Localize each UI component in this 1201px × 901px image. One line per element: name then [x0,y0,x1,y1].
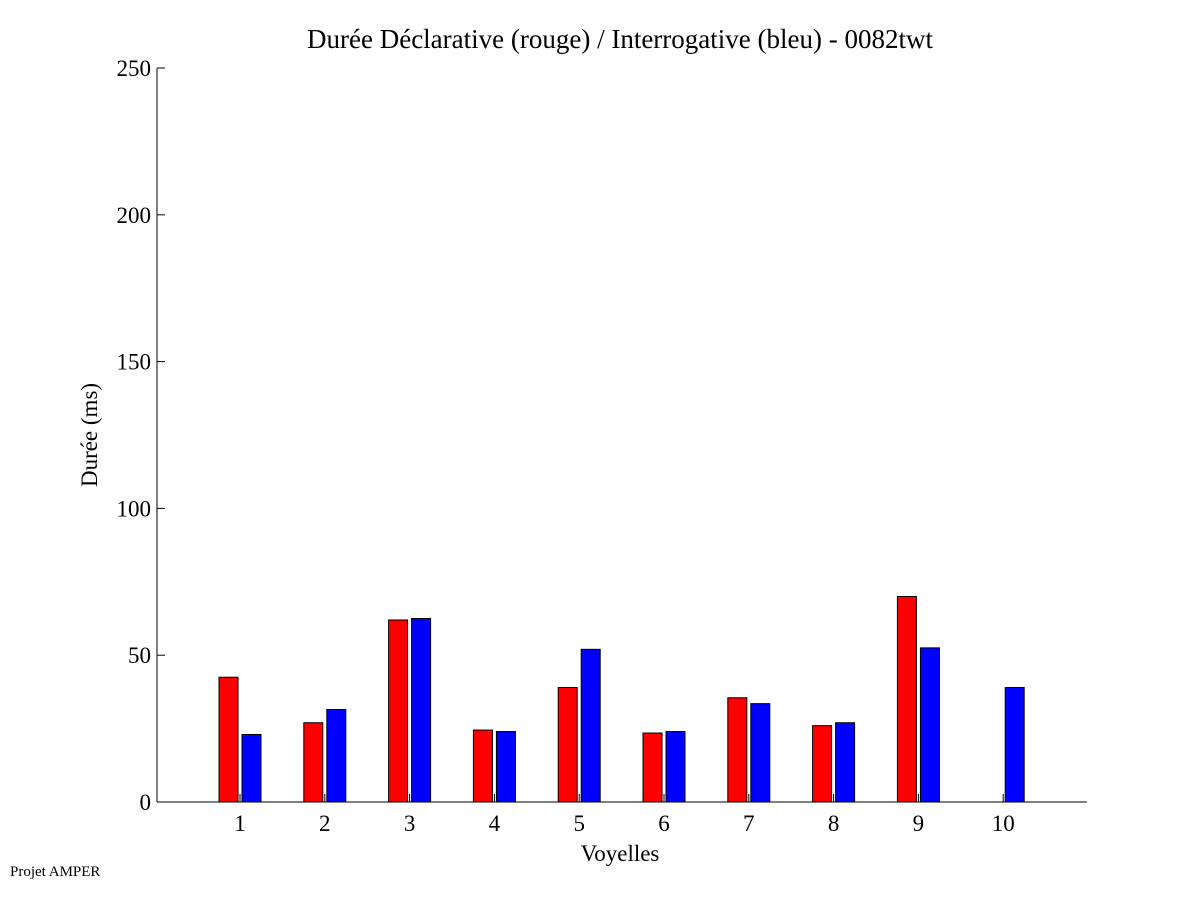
bar-interrogative [835,722,856,803]
bar-interrogative [411,618,432,803]
x-tick-label: 4 [489,811,501,836]
y-tick-label: 250 [117,56,152,81]
x-tick-label: 8 [828,811,840,836]
y-axis-label: Durée (ms) [77,383,102,487]
bar-declarative [303,722,324,803]
x-tick-label: 5 [573,811,585,836]
bar-declarative [388,619,409,803]
footer-credit: Projet AMPER [10,864,101,880]
bar-interrogative [750,703,771,803]
y-tick-label: 100 [117,496,152,521]
y-tick-label: 150 [117,350,152,375]
bar-interrogative [919,647,940,803]
bar-declarative [218,676,239,803]
bar-interrogative [241,733,262,803]
chart-title: Durée Déclarative (rouge) / Interrogativ… [307,24,933,54]
bar-declarative [557,686,578,803]
bar-interrogative [580,648,601,803]
bar-declarative [642,732,663,803]
y-tick-label: 50 [128,643,151,668]
x-tick-label: 10 [992,811,1015,836]
bar-interrogative [665,731,686,803]
y-tick-label: 0 [140,790,152,815]
bar-declarative [727,697,748,803]
bar-declarative [812,725,833,803]
bar-interrogative [1004,686,1025,803]
bar-declarative [896,595,917,803]
x-tick-label: 1 [234,811,246,836]
x-tick-label: 7 [743,811,755,836]
bar-interrogative [326,709,347,803]
y-tick-label: 200 [117,203,152,228]
bar-interrogative [495,731,516,803]
x-tick-label: 2 [319,811,331,836]
x-tick-label: 6 [658,811,670,836]
bar-declarative [472,729,493,803]
x-axis-label: Voyelles [581,841,660,866]
x-tick-label: 3 [404,811,416,836]
x-tick-label: 9 [913,811,925,836]
